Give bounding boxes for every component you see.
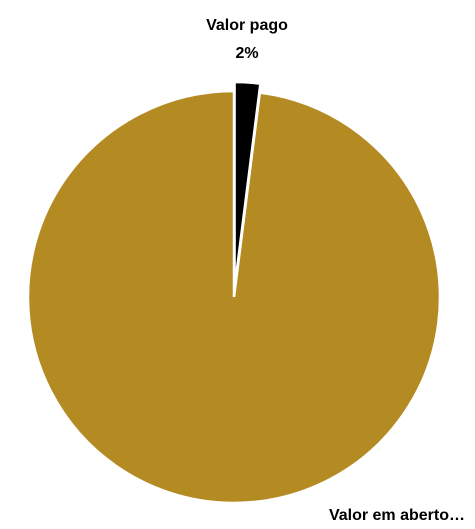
slice-label-valor-em-aberto: Valor em aberto… (329, 507, 465, 524)
pie-slices (26, 80, 442, 505)
slice-label-valor-pago: Valor pago (206, 17, 288, 34)
slice-value-label-valor-pago: 2% (235, 45, 258, 62)
pie-slice-valor-em-aberto (26, 89, 442, 505)
